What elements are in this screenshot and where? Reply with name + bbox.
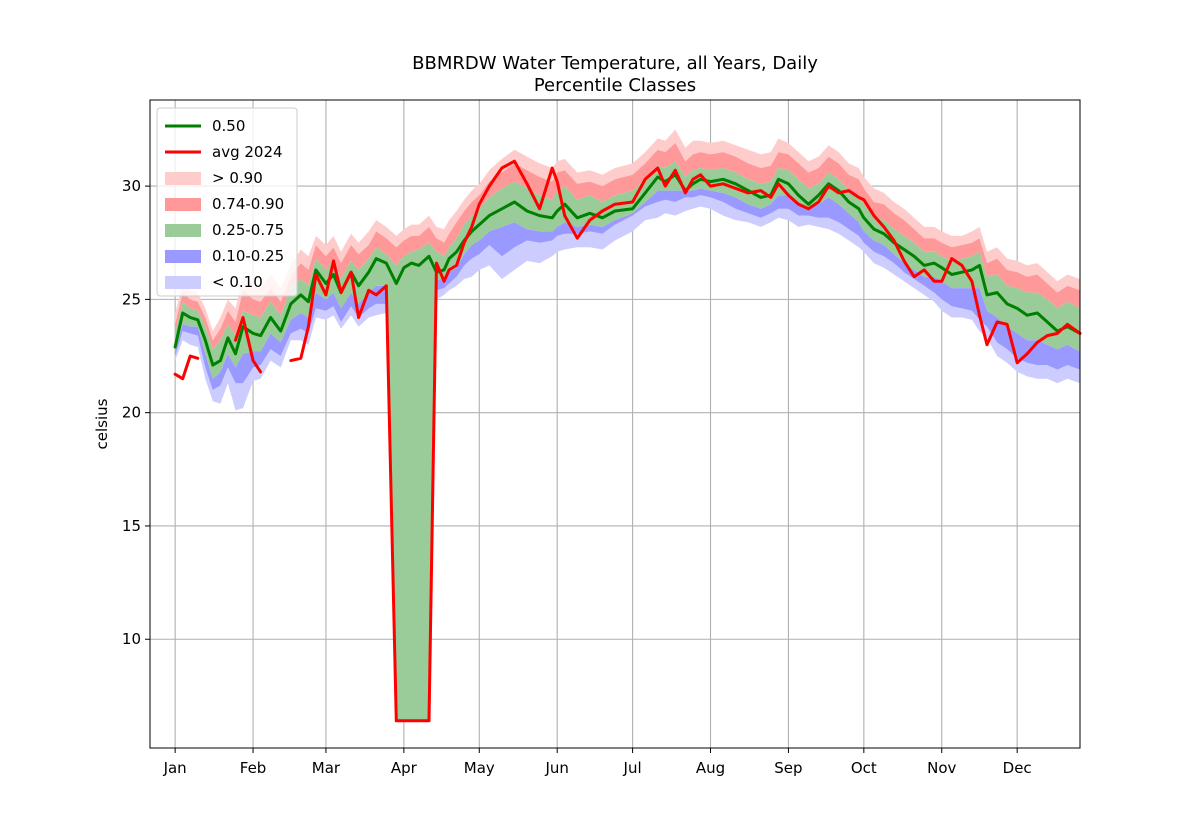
chart-legend: 0.50 avg 2024 > 0.90 0.74-0.90 0.25-0.75 0.10… (156, 107, 298, 297)
x-tick-label: Oct (851, 759, 877, 777)
percentile-bands (175, 129, 1081, 721)
data-lines (173, 159, 1082, 723)
avg-2024-line (173, 159, 1082, 723)
x-tick-label: Jul (623, 759, 642, 777)
y-tick-label: 25 (122, 290, 141, 308)
x-tick-label: Sep (774, 759, 802, 777)
legend-label: 0.10-0.25 (212, 247, 284, 265)
x-tick-label: Apr (391, 759, 418, 777)
x-tick-label: Jan (163, 759, 187, 777)
y-axis-ticks: 10 15 20 25 30 (122, 177, 150, 648)
legend-patch-swatch (165, 250, 201, 263)
x-tick-label: May (464, 759, 495, 777)
band-0.25-0.75 (175, 161, 1081, 721)
x-tick-label: Aug (696, 759, 725, 777)
y-tick-label: 20 (122, 404, 141, 422)
legend-patch-swatch (165, 224, 201, 237)
y-tick-label: 30 (122, 177, 141, 195)
legend-label: < 0.10 (212, 273, 263, 291)
legend-box (156, 107, 298, 297)
legend-patch-swatch (165, 172, 201, 185)
band-0.74-0.90 (175, 143, 1081, 350)
band-above-0.90 (175, 129, 1081, 341)
plot-frame (149, 99, 1081, 749)
x-tick-label: Dec (1003, 759, 1032, 777)
legend-patch-swatch (165, 198, 201, 211)
y-axis-label: celsius (93, 398, 111, 449)
legend-label: avg 2024 (212, 143, 283, 161)
legend-label: 0.74-0.90 (212, 195, 284, 213)
x-tick-label: Jun (544, 759, 568, 777)
chart-subtitle: Percentile Classes (534, 75, 696, 96)
y-tick-label: 15 (122, 517, 141, 535)
legend-label: 0.50 (212, 117, 245, 135)
legend-label: 0.25-0.75 (212, 221, 284, 239)
legend-label: > 0.90 (212, 169, 263, 187)
x-tick-label: Feb (240, 759, 267, 777)
legend-patch-swatch (165, 276, 201, 289)
chart-title: BBMRDW Water Temperature, all Years, Dai… (412, 53, 818, 74)
x-tick-label: Mar (312, 759, 341, 777)
x-tick-label: Nov (927, 759, 956, 777)
y-tick-label: 10 (122, 630, 141, 648)
x-axis-ticks: Jan Feb Mar Apr May Jun Jul Aug Sep Oct Nov Dec (163, 748, 1032, 777)
